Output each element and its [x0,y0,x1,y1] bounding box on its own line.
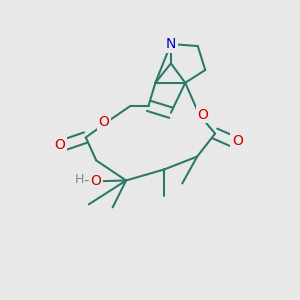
Text: O: O [54,138,65,152]
Text: N: N [166,37,176,51]
Text: O: O [197,108,208,122]
Text: O: O [90,174,101,188]
Text: -: - [83,173,88,188]
Text: H: H [74,173,84,186]
Text: O: O [232,134,243,148]
Text: O: O [99,115,110,129]
